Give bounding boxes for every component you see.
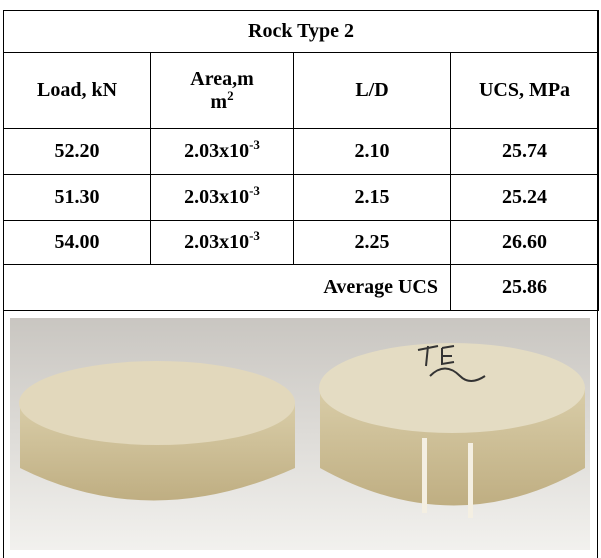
table-title: Rock Type 2 — [3, 10, 599, 53]
header-cell: Load, kN — [3, 52, 151, 129]
table-row: 52.20 2.03x10-3 2.10 25.74 — [3, 128, 599, 175]
ucs-table: Rock Type 2 Load, kN Area,m m2 L/D UCS, M… — [3, 10, 599, 311]
superscript: -3 — [249, 228, 260, 243]
table-row: 54.00 2.03x10-3 2.25 26.60 — [3, 220, 599, 265]
header-cell: L/D — [293, 52, 451, 129]
cell: 51.30 — [3, 174, 151, 221]
average-label: Average UCS — [3, 264, 451, 311]
cell: 52.20 — [3, 128, 151, 175]
cell-text: 2.03x10 — [184, 140, 250, 162]
cell: 2.15 — [293, 174, 451, 221]
cell: 25.74 — [450, 128, 599, 175]
cell: 2.25 — [293, 220, 451, 265]
cell: 2.10 — [293, 128, 451, 175]
superscript: -3 — [249, 137, 260, 152]
header-text: m — [210, 90, 228, 113]
cell: 54.00 — [3, 220, 151, 265]
cell: 2.03x10-3 — [150, 174, 294, 221]
superscript: 2 — [227, 87, 234, 103]
cell: 26.60 — [450, 220, 599, 265]
average-value: 25.86 — [450, 264, 599, 311]
table-row: 51.30 2.03x10-3 2.15 25.24 — [3, 174, 599, 221]
cell-text: 2.03x10 — [184, 231, 250, 253]
header-cell: Area,m m2 — [150, 52, 294, 129]
cell-text: 2.03x10 — [184, 186, 250, 208]
cell: 2.03x10-3 — [150, 220, 294, 265]
header-cell: UCS, MPa — [450, 52, 599, 129]
cell: 25.24 — [450, 174, 599, 221]
superscript: -3 — [249, 183, 260, 198]
cell: 2.03x10-3 — [150, 128, 294, 175]
specimen-photo — [10, 318, 590, 550]
header-text: Area,m — [190, 67, 254, 90]
